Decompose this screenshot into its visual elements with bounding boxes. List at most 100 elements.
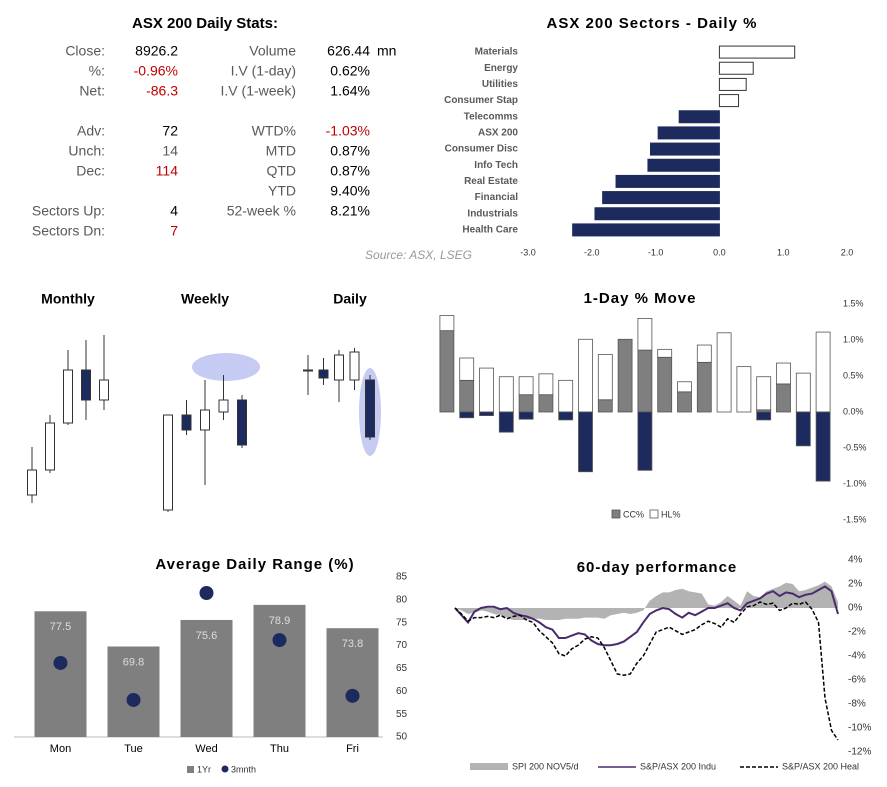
bar-segment <box>439 315 455 332</box>
dot <box>53 655 68 670</box>
highlight <box>192 353 260 381</box>
bar-segment <box>439 330 455 413</box>
y-tick-label: -1.5% <box>843 514 867 524</box>
x-tick-label: 0.0 <box>713 247 726 257</box>
bar-segment <box>558 379 574 413</box>
bar-segment <box>815 411 831 482</box>
bar <box>657 126 720 140</box>
candle-body <box>99 379 109 401</box>
value-label: 73.8 <box>342 638 363 650</box>
stat-value: -86.3 <box>146 83 178 99</box>
bar-segment <box>479 411 494 416</box>
y-tick-label: 0.5% <box>843 370 864 380</box>
category-label: Consumer Disc <box>445 144 519 155</box>
bar-segment <box>657 348 673 358</box>
dot <box>272 633 287 648</box>
stat-value: 8.21% <box>330 203 370 219</box>
bar-segment <box>776 383 791 413</box>
y-tick-label: 0.0% <box>843 406 864 416</box>
chart-title: Weekly <box>181 291 229 307</box>
y-tick-label: 4% <box>848 555 863 566</box>
candle-body <box>318 369 329 379</box>
bar-segment <box>657 356 673 413</box>
x-tick-label: Tue <box>124 743 143 755</box>
bar <box>253 604 306 737</box>
category-label: Energy <box>484 63 518 74</box>
y-tick-label: -6% <box>848 675 866 686</box>
bar-segment <box>696 361 712 413</box>
stats-title: ASX 200 Daily Stats: <box>132 15 278 32</box>
stat-label: Close: <box>65 43 105 59</box>
stat-value: 7 <box>170 223 178 239</box>
bar-segment <box>498 411 514 433</box>
dot <box>126 692 141 707</box>
bar-segment <box>637 349 653 413</box>
stat-label: YTD <box>268 183 296 199</box>
chart-title: 1-Day % Move <box>584 290 697 307</box>
y-tick-label: -4% <box>848 651 866 662</box>
stat-label: MTD <box>266 143 296 159</box>
stat-value: 1.64% <box>330 83 370 99</box>
dot <box>199 586 214 600</box>
chart-title: Daily <box>333 291 367 307</box>
bar-segment <box>637 317 653 351</box>
y-tick-label: -1.0% <box>843 478 867 488</box>
x-tick-label: -1.0 <box>648 247 664 257</box>
candle-body <box>349 351 360 381</box>
chart-title: 60-day performance <box>577 559 738 576</box>
category-label: Telecomms <box>464 111 519 122</box>
bar <box>180 619 233 737</box>
category-label: Industrials <box>467 208 518 219</box>
y-tick-label: 80 <box>396 594 408 605</box>
legend-swatch <box>649 509 659 519</box>
candle-body <box>237 399 247 446</box>
stat-label: 52-week % <box>227 203 296 219</box>
stat-value: 72 <box>162 123 178 139</box>
y-tick-label: -2% <box>848 627 866 638</box>
stat-label: I.V (1-day) <box>231 63 296 79</box>
stat-value: 8926.2 <box>135 43 178 59</box>
stat-label: %: <box>89 63 105 79</box>
y-tick-label: 65 <box>396 663 408 674</box>
legend-swatch <box>221 765 229 773</box>
category-label: Consumer Stap <box>444 95 518 106</box>
legend-swatch <box>187 766 194 773</box>
value-label: 77.5 <box>50 621 71 633</box>
bar <box>718 94 740 108</box>
stat-label: Sectors Dn: <box>32 223 105 239</box>
legend-label: SPI 200 NOV5/d <box>512 761 579 771</box>
legend-swatch <box>470 763 508 770</box>
bar <box>647 158 720 172</box>
x-tick-label: Mon <box>50 743 71 755</box>
stat-value: 0.62% <box>330 63 370 79</box>
bar <box>718 77 747 91</box>
stat-label: WTD% <box>252 123 296 139</box>
candle-body <box>303 369 313 372</box>
stat-label: Adv: <box>77 123 105 139</box>
bar <box>572 223 720 237</box>
stat-value: 114 <box>156 163 179 179</box>
category-label: Info Tech <box>474 160 518 171</box>
y-tick-label: 60 <box>396 686 408 697</box>
stat-value: 9.40% <box>330 183 370 199</box>
bar-segment <box>479 367 494 413</box>
bar-segment <box>538 394 554 413</box>
y-tick-label: -10% <box>848 723 871 734</box>
stat-value: 626.44 <box>327 43 370 59</box>
bar-segment <box>538 373 554 396</box>
bar <box>678 110 720 124</box>
bar-segment <box>677 391 692 413</box>
legend-label: S&P/ASX 200 Indu <box>640 761 716 771</box>
bar-segment <box>597 353 613 401</box>
bar-segment <box>756 411 772 421</box>
legend-label: CC% <box>623 509 644 519</box>
category-label: ASX 200 <box>478 128 518 139</box>
candle-body <box>81 369 91 401</box>
x-tick-label: 1.0 <box>777 247 790 257</box>
category-label: Materials <box>475 47 519 58</box>
stat-value: -1.03% <box>326 123 370 139</box>
dot <box>345 688 360 703</box>
y-tick-label: 75 <box>396 617 408 628</box>
legend-label: 3mnth <box>231 764 256 774</box>
